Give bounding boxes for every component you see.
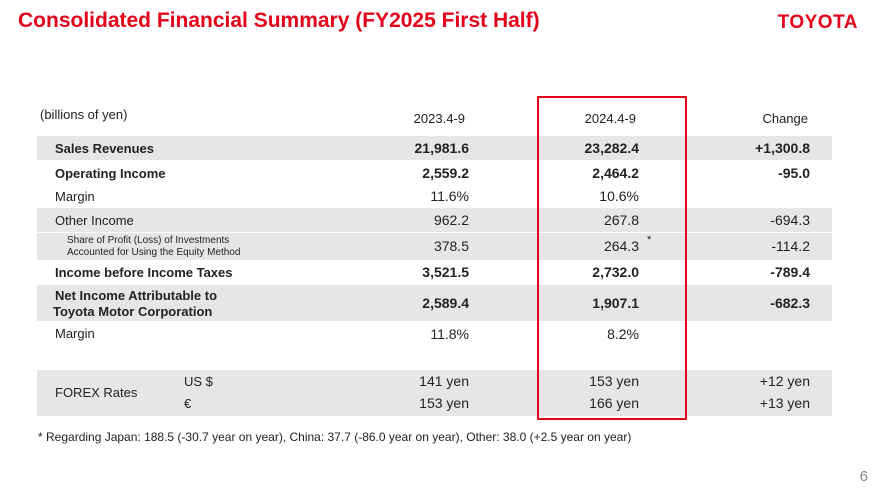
row-label: Operating Income	[55, 166, 166, 181]
cell-2024: 10.6%	[599, 188, 639, 204]
row-label: Other Income	[55, 213, 134, 228]
row-label: Margin	[55, 326, 95, 341]
cell-2023: 2,559.2	[422, 165, 469, 181]
table-row-forex: FOREX Rates US $ € 141 yen 153 yen +12 y…	[37, 370, 832, 416]
cell-change: -682.3	[770, 295, 810, 311]
eur-2023: 153 yen	[419, 395, 469, 411]
forex-label: FOREX Rates	[55, 385, 138, 400]
table-row-sales-revenues: Sales Revenues 21,981.6 23,282.4 +1,300.…	[37, 136, 832, 160]
cell-2023: 11.8%	[430, 326, 469, 342]
cell-2024: 23,282.4	[584, 140, 640, 156]
cell-2023: 11.6%	[430, 188, 469, 204]
cell-2023: 378.5	[433, 238, 469, 254]
cell-2024: 2,464.2	[592, 165, 639, 181]
usd-change: +12 yen	[759, 373, 810, 389]
table-row-operating-margin: Margin 11.6% 10.6%	[37, 185, 832, 207]
cell-change: -114.2	[771, 238, 810, 254]
row-label: Sales Revenues	[55, 141, 155, 156]
table-row-other-income: Other Income 962.2 267.8 -694.3	[37, 208, 832, 232]
row-label-line1: Share of Profit (Loss) of Investments	[67, 235, 230, 246]
table-row-income-before-taxes: Income before Income Taxes 3,521.5 2,732…	[37, 261, 832, 285]
forex-eur-label: €	[184, 396, 192, 411]
cell-2024: 8.2%	[607, 326, 639, 342]
toyota-logo: TOYOTA	[777, 12, 858, 33]
cell-2023: 3,521.5	[422, 264, 469, 280]
row-label: Income before Income Taxes	[55, 265, 233, 280]
footnote-marker: *	[647, 234, 652, 246]
cell-change: -789.4	[770, 264, 810, 280]
footnote: * Regarding Japan: 188.5 (-30.7 year on …	[38, 430, 632, 444]
table-row-equity-method: Share of Profit (Loss) of Investments Ac…	[37, 233, 832, 260]
cell-2023: 2,589.4	[422, 295, 469, 311]
table-row-net-margin: Margin 11.8% 8.2%	[37, 322, 832, 346]
cell-change: +1,300.8	[755, 140, 810, 156]
cell-2024: 264.3	[603, 238, 639, 254]
forex-usd-label: US $	[184, 374, 213, 389]
cell-2024: 267.8	[603, 212, 639, 228]
table-row-net-income: Net Income Attributable to Toyota Motor …	[37, 285, 832, 321]
column-header-2024: 2024.4-9	[584, 111, 636, 126]
cell-2023: 962.2	[433, 212, 469, 228]
page-title: Consolidated Financial Summary (FY2025 F…	[18, 9, 540, 32]
cell-2024: 1,907.1	[592, 295, 639, 311]
row-label-line1: Net Income Attributable to	[55, 288, 218, 303]
cell-change: -95.0	[778, 165, 810, 181]
unit-label: (billions of yen)	[40, 107, 128, 122]
row-label-line2: Accounted for Using the Equity Method	[67, 247, 241, 258]
row-label-line2: Toyota Motor Corporation	[53, 304, 213, 319]
eur-change: +13 yen	[759, 395, 810, 411]
cell-2024: 2,732.0	[592, 264, 639, 280]
page-number: 6	[859, 468, 868, 485]
column-header-change: Change	[762, 111, 808, 126]
column-header-2023: 2023.4-9	[413, 111, 465, 126]
row-label: Margin	[55, 189, 95, 204]
table-row-operating-income: Operating Income 2,559.2 2,464.2 -95.0	[37, 161, 832, 185]
usd-2024: 153 yen	[589, 373, 639, 389]
cell-change: -694.3	[770, 212, 810, 228]
eur-2024: 166 yen	[589, 395, 639, 411]
cell-2023: 21,981.6	[414, 140, 470, 156]
highlight-box-2024	[537, 96, 687, 420]
usd-2023: 141 yen	[419, 373, 469, 389]
